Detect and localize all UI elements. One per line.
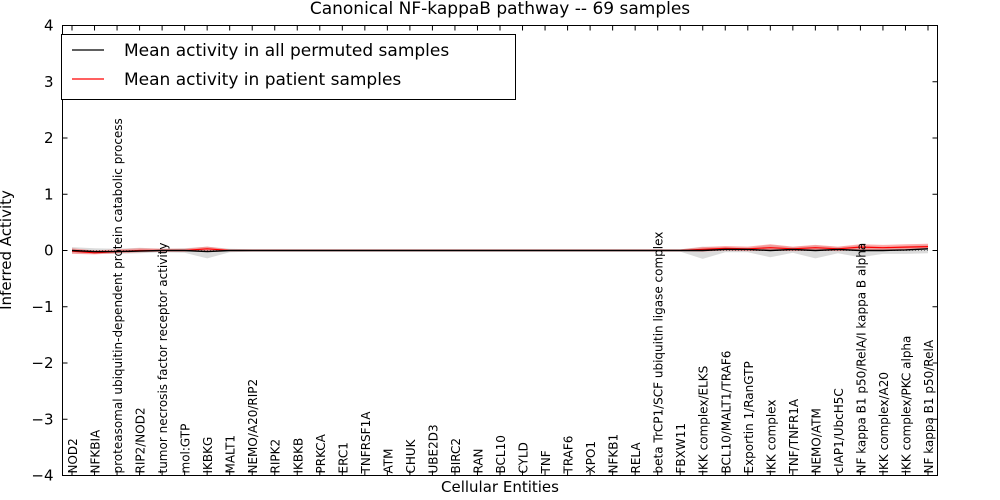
legend-frame [61,34,516,100]
legend-label-permuted: Mean activity in all permuted samples [124,41,449,61]
x-tick-label: TNF [539,450,553,474]
x-tick-label: RAN [472,448,486,473]
x-tick-label: NFKBIA [89,429,103,474]
x-tick-label: ERC1 [336,442,350,473]
x-tick-label: RELA [629,442,643,474]
x-tick-label: RIPK2 [269,439,283,474]
chart-title: Canonical NF-kappaB pathway -- 69 sample… [310,0,690,19]
x-tick-label: UBE2D3 [426,424,440,473]
x-tick-label: proteasomal ubiquitin-dependent protein … [111,118,125,473]
x-tick-label: ATM [381,449,395,474]
y-tick-label: −4 [31,467,53,485]
x-tick-label: PRKCA [314,433,328,473]
x-tick-label: NF kappa B1 p50/RelA [922,339,936,473]
x-tick-label: IKK complex/ELKS [697,366,711,474]
x-tick-label: NF kappa B1 p50/RelA/I kappa B alpha [854,243,868,474]
legend: Mean activity in all permuted samples Me… [61,34,516,100]
x-tick-label: mol:GTP [179,424,193,474]
x-tick-label: IKK complex [764,400,778,474]
x-tick-label: NOD2 [66,438,80,473]
x-tick-label: IKK complex/PKC alpha [900,336,914,474]
x-tick-label: BCL10 [494,435,508,473]
patient-band [72,243,928,255]
y-tick-label: 3 [44,73,54,91]
x-axis-label: Cellular Entities [441,478,559,496]
x-tick-label: IKBKG [201,437,215,474]
y-tick-label: 0 [44,242,54,260]
x-tick-label: BIRC2 [449,438,463,474]
y-tick-label: −2 [31,354,53,372]
x-tick-label: CYLD [517,442,531,473]
x-tick-label: NFKB1 [607,434,621,474]
x-tick-label: TNFRSF1A [359,411,373,475]
x-axis-ticks [71,25,929,476]
y-tick-label: −3 [31,410,53,428]
x-tick-label: MALT1 [224,435,238,474]
x-tick-label: cIAP1/UbcH5C [832,388,846,473]
y-tick-label: 2 [44,129,54,147]
permuted-mean-line [71,248,929,253]
x-tick-label: TNF/TNFR1A [787,398,801,474]
plot-area: −4 −3 −2 −1 0 1 2 3 4 NOD2 NFKBIA proteasomal ubiq… [31,17,938,485]
y-tick-label: 4 [44,17,54,35]
x-tick-label: BCL10/MALT1/TRAF6 [719,351,733,474]
y-tick-label: 1 [44,185,54,203]
legend-label-patient: Mean activity in patient samples [124,70,401,90]
x-tick-label: XPO1 [584,441,598,474]
series-lines [71,246,929,254]
x-axis-tick-labels: NOD2 NFKBIA proteasomal ubiquitin-dependen… [66,118,936,474]
x-tick-label: Exportin 1/RanGTP [742,361,756,473]
x-tick-label: CHUK [404,438,418,473]
y-axis-ticks: −4 −3 −2 −1 0 1 2 3 4 [31,17,938,485]
x-tick-label: TRAF6 [562,436,576,475]
x-tick-label: FBXW11 [674,423,688,474]
x-tick-label: IKBKB [291,438,305,474]
x-tick-label: NEMO/ATM [809,408,823,473]
x-tick-label: IKK complex/A20 [877,372,891,473]
y-axis-label: Inferred Activity [0,190,15,310]
y-tick-label: −1 [31,298,53,316]
x-tick-label: beta TrCP1/SCF ubiquitin ligase complex [652,232,666,474]
x-tick-label: RIP2/NOD2 [134,407,148,473]
x-tick-label: NEMO/A20/RIP2 [246,379,260,474]
x-tick-label: tumor necrosis factor receptor activity [156,243,170,474]
